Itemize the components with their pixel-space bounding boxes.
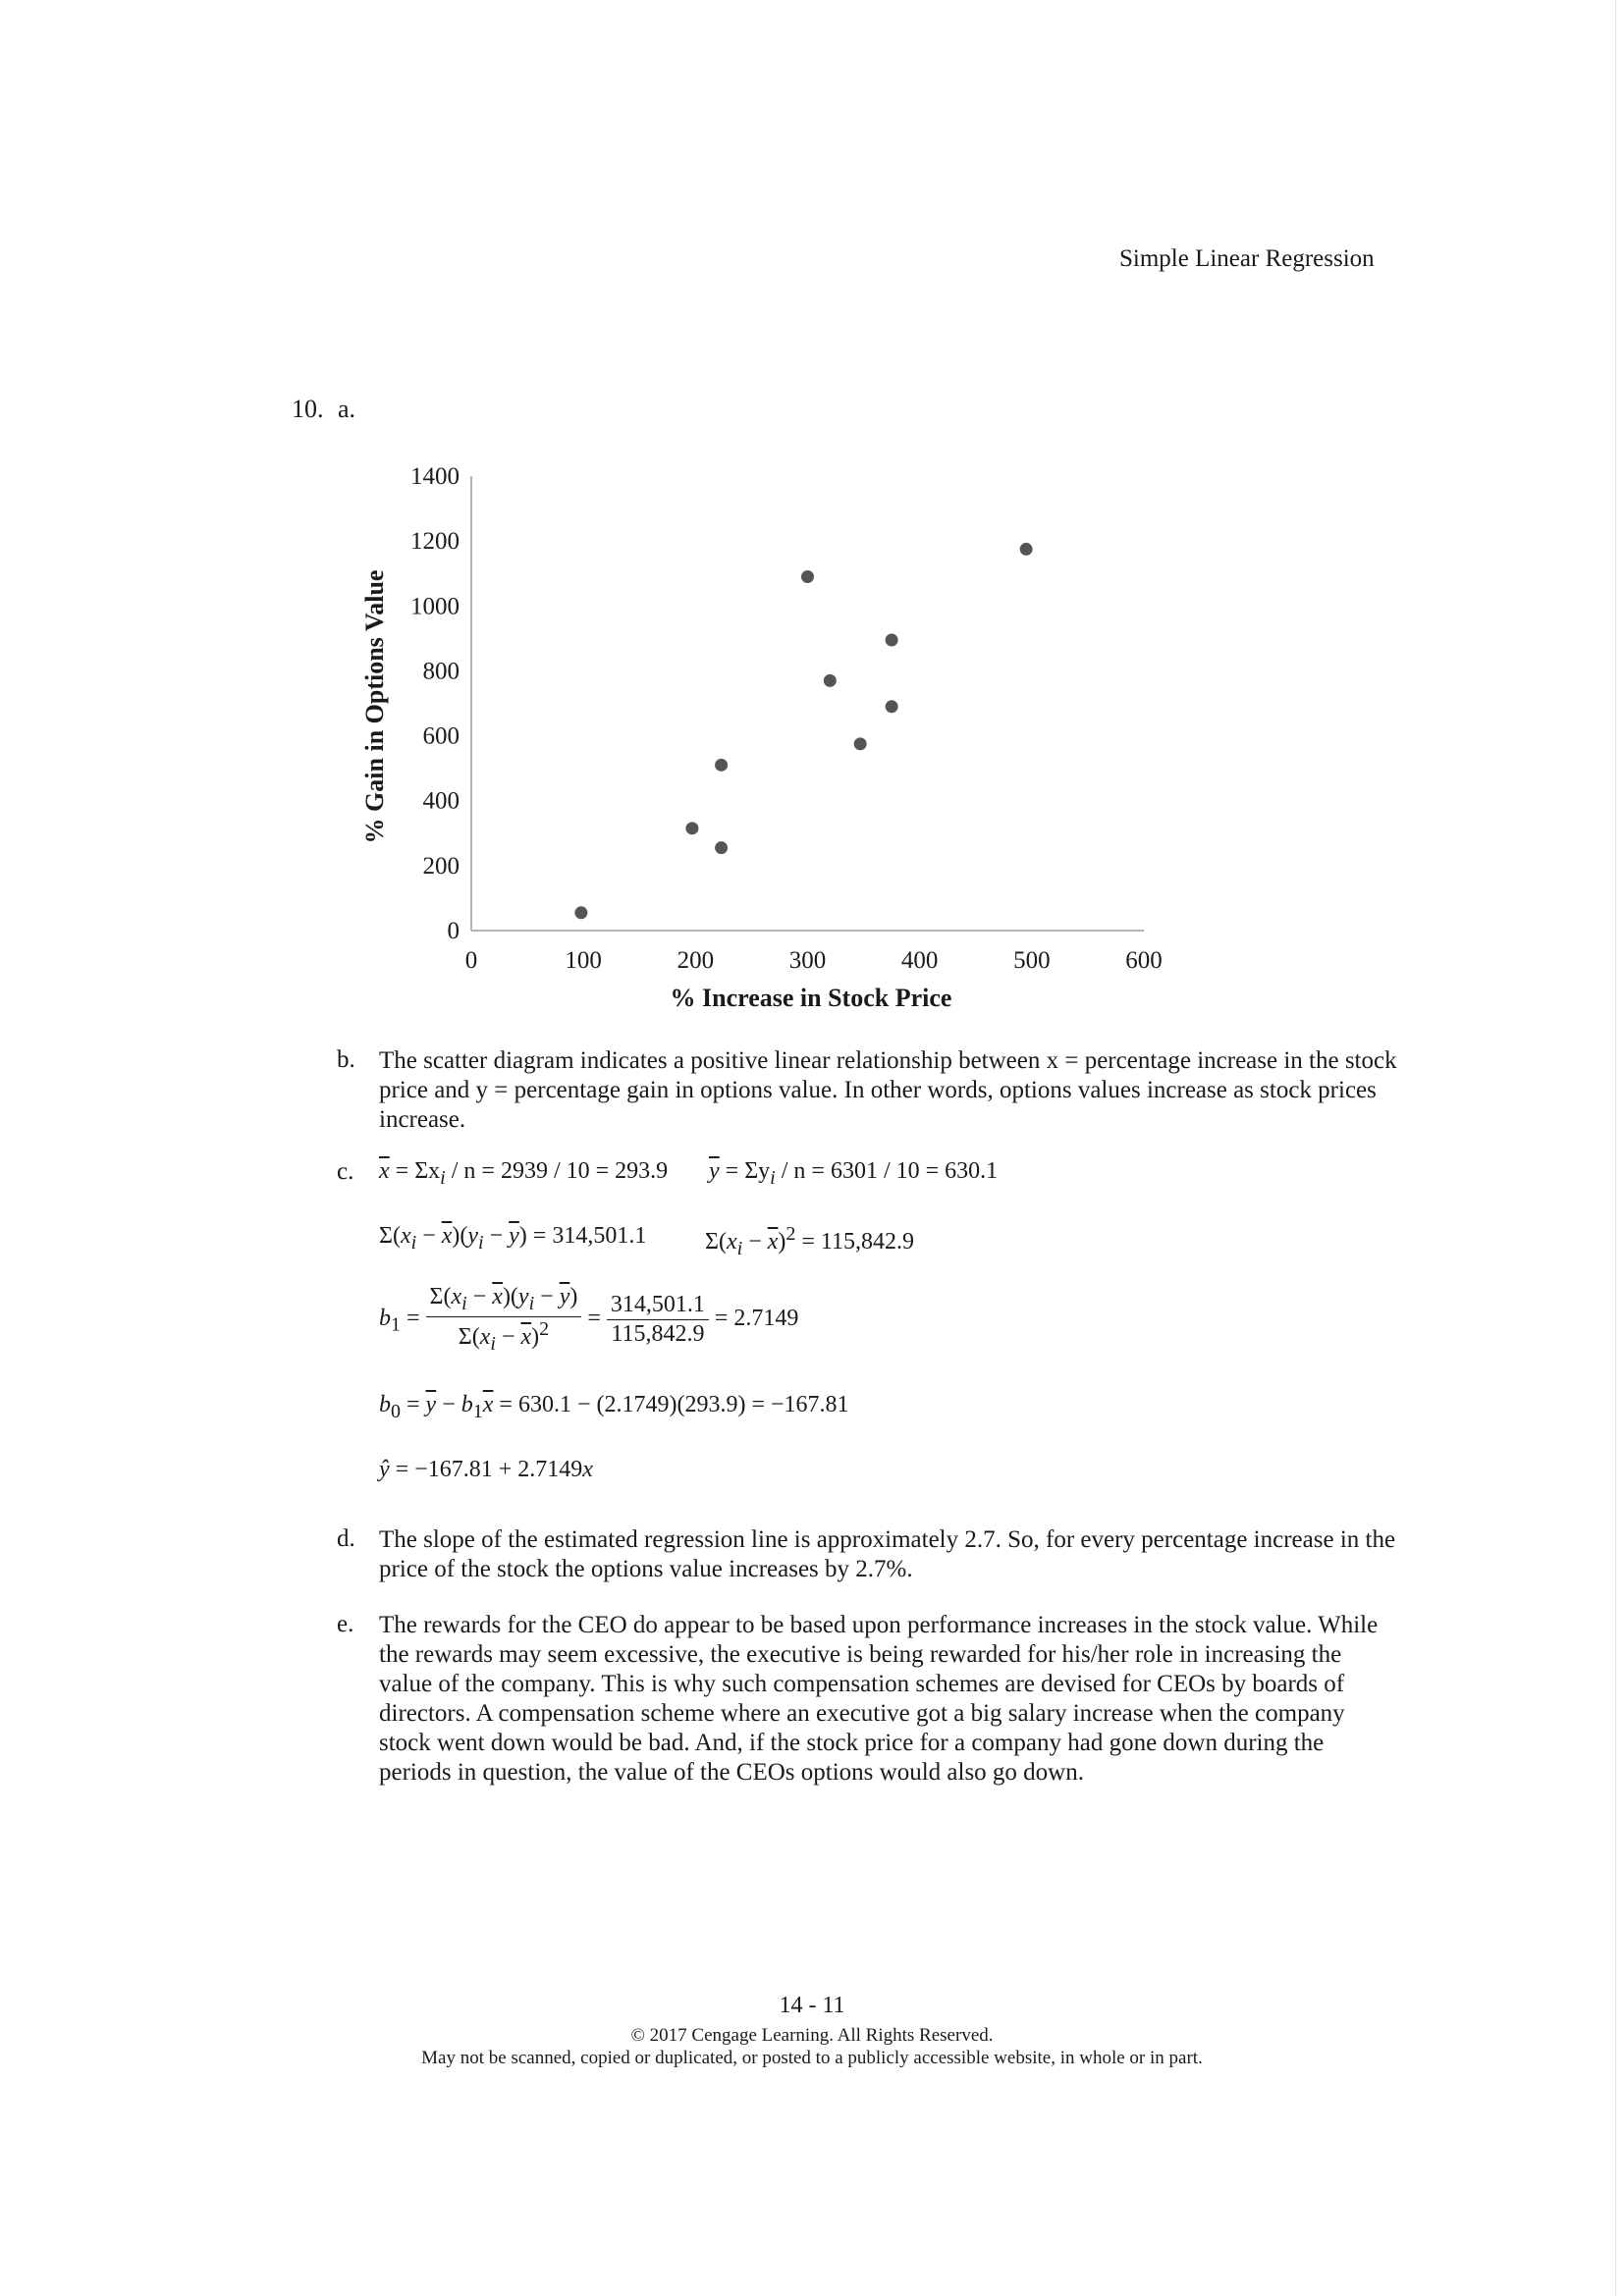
- data-point: [823, 673, 837, 687]
- chart-axes: [470, 476, 1144, 932]
- data-point: [685, 822, 699, 835]
- x-tick-label: 200: [677, 947, 715, 974]
- mean-x-result: / n = 2939 / 10 = 293.9: [445, 1158, 669, 1184]
- x-axis-title: % Increase in Stock Price: [671, 984, 952, 1012]
- part-a-label: a.: [338, 395, 356, 423]
- sxx-value: = 115,842.9: [795, 1229, 915, 1255]
- question-number-label: 10.: [292, 395, 324, 423]
- b0-result: = 630.1 − (2.1749)(293.9) = −167.81: [493, 1392, 849, 1417]
- data-point: [885, 700, 898, 714]
- part-b-text: The scatter diagram indicates a positive…: [379, 1047, 1397, 1133]
- data-point: [574, 906, 588, 920]
- part-b-label: b.: [337, 1046, 355, 1073]
- y-tick-label: 200: [423, 853, 460, 880]
- b1-result: = 2.7149: [714, 1305, 799, 1331]
- sxy-value: = 314,501.1: [526, 1223, 647, 1249]
- x-tick-label: 600: [1125, 947, 1163, 974]
- b1-denominator: 115,842.9: [611, 1320, 705, 1347]
- x-tick-labels: 0 100 200 300 400 500 600: [465, 947, 1163, 974]
- x-tick-label: 100: [565, 947, 602, 974]
- data-point: [885, 633, 898, 647]
- part-d-text: The slope of the estimated regression li…: [379, 1526, 1396, 1582]
- sxx-formula: Σ(xi − x)2 = 115,842.9: [705, 1223, 915, 1259]
- section-title: Simple Linear Regression: [1119, 245, 1375, 272]
- regression-equation: ŷ = −167.81 + 2.7149x: [379, 1457, 593, 1482]
- mean-x-sum: = Σx: [389, 1158, 441, 1184]
- y-tick-label: 600: [423, 723, 460, 750]
- part-e-label: e.: [337, 1611, 354, 1637]
- data-point: [715, 758, 729, 772]
- x-tick-label: 400: [901, 947, 939, 974]
- y-tick-labels: 0 200 400 600 800 1000 1200 1400: [410, 463, 460, 944]
- x-tick-label: 0: [465, 947, 478, 974]
- y-tick-label: 800: [423, 658, 460, 684]
- y-tick-label: 1400: [410, 463, 460, 490]
- regression-expression: = −167.81 + 2.7149: [389, 1457, 583, 1482]
- b1-fraction-symbolic: Σ(xi − x)(yi − y) Σ(xi − x)2: [425, 1284, 582, 1356]
- b1-fraction-numeric: 314,501.1 115,842.9: [606, 1292, 709, 1348]
- page-edge-line: [1615, 0, 1616, 2296]
- b1-formula: b1 = Σ(xi − x)(yi − y) Σ(xi − x)2 = 314,…: [379, 1284, 799, 1356]
- b1-numerator: 314,501.1: [606, 1292, 709, 1320]
- data-points: [574, 542, 1033, 920]
- mean-x-formula: x = Σxi / n = 2939 / 10 = 293.9: [379, 1158, 669, 1189]
- copyright-notice: © 2017 Cengage Learning. All Rights Rese…: [630, 2025, 994, 2046]
- y-tick-label: 0: [448, 918, 460, 944]
- y-tick-label: 1000: [410, 593, 460, 619]
- part-c-label: c.: [337, 1158, 354, 1185]
- page-number: 14 - 11: [779, 1993, 845, 2018]
- data-point: [801, 570, 814, 584]
- y-tick-label: 400: [423, 788, 460, 815]
- part-d-label: d.: [337, 1525, 355, 1552]
- question-number: 10. a.: [292, 395, 355, 424]
- data-point: [715, 841, 729, 855]
- usage-notice: May not be scanned, copied or duplicated…: [421, 2048, 1203, 2068]
- x-tick-label: 300: [789, 947, 827, 974]
- data-point: [1019, 542, 1033, 556]
- x-tick-label: 500: [1013, 947, 1051, 974]
- b0-formula: b0 = y − b1x = 630.1 − (2.1749)(293.9) =…: [379, 1392, 849, 1422]
- mean-y-sum: = Σy: [719, 1158, 771, 1184]
- data-point: [853, 737, 867, 751]
- b1-symbol: b: [379, 1305, 391, 1331]
- y-tick-label: 1200: [410, 528, 460, 555]
- y-axis-title: % Gain in Options Value: [360, 570, 389, 844]
- mean-y-result: / n = 6301 / 10 = 630.1: [775, 1158, 999, 1184]
- mean-y-formula: y = Σyi / n = 6301 / 10 = 630.1: [709, 1158, 999, 1189]
- part-e-text: The rewards for the CEO do appear to be …: [379, 1612, 1379, 1786]
- scatter-chart: 0 200 400 600 800 1000 1200 1400 0 100 200 300 400 5…: [360, 463, 1163, 1012]
- sxy-formula: Σ(xi − x)(yi − y) = 314,501.1: [379, 1223, 647, 1254]
